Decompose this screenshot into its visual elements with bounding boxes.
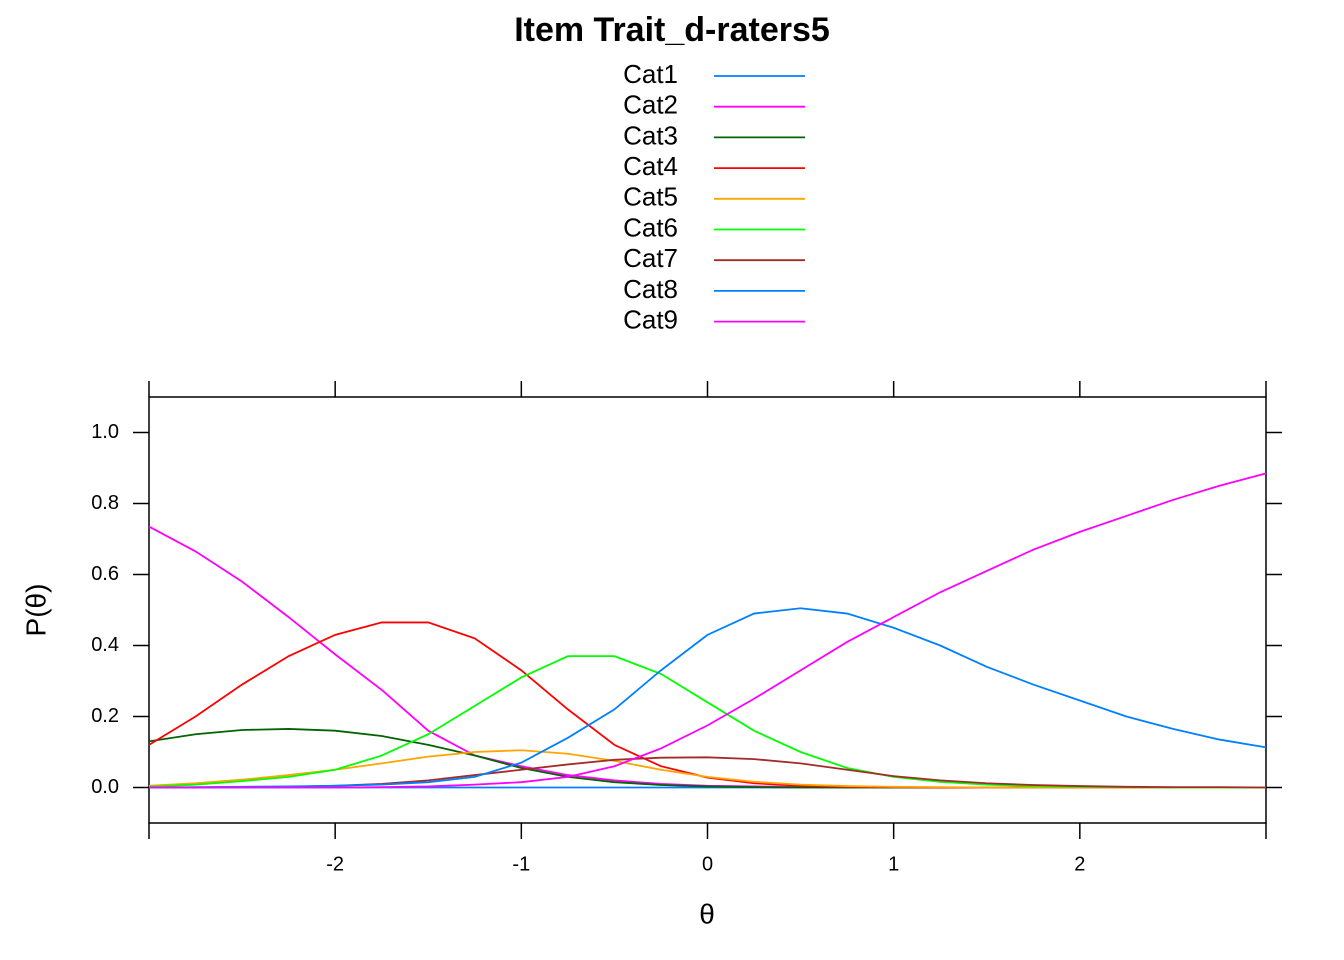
legend-label: Cat3	[623, 120, 678, 150]
x-axis-label: θ	[699, 898, 715, 929]
y-axis-label: P(θ)	[20, 584, 51, 637]
legend-label: Cat6	[623, 212, 678, 242]
legend-label: Cat8	[623, 274, 678, 304]
series-line	[148, 621, 1266, 789]
legend-label: Cat7	[623, 243, 678, 273]
x-tick-label: 2	[1074, 853, 1085, 875]
y-tick-label: 0.6	[91, 563, 119, 585]
chart-title: Item Trait_d-raters5	[514, 11, 830, 49]
x-tick-label: 0	[702, 853, 713, 875]
x-tick-label: 1	[888, 853, 899, 875]
series-line	[148, 749, 1266, 789]
legend-label: Cat4	[623, 151, 678, 181]
legend-label: Cat1	[623, 59, 678, 89]
y-tick-label: 0.8	[91, 492, 119, 514]
legend-label: Cat9	[623, 304, 678, 334]
series-line	[148, 607, 1267, 789]
y-tick-label: 1.0	[91, 421, 119, 443]
series-line	[148, 525, 1266, 789]
x-tick-label: -2	[326, 853, 344, 875]
legend-label: Cat2	[623, 90, 678, 120]
y-tick-label: 0.4	[91, 634, 119, 656]
y-tick-label: 0.0	[91, 776, 119, 798]
series-line	[148, 655, 1266, 789]
y-tick-label: 0.2	[91, 705, 119, 727]
x-tick-label: -1	[512, 853, 530, 875]
series-line	[149, 472, 1267, 789]
plot-frame	[148, 396, 1267, 824]
legend-label: Cat5	[623, 182, 678, 212]
